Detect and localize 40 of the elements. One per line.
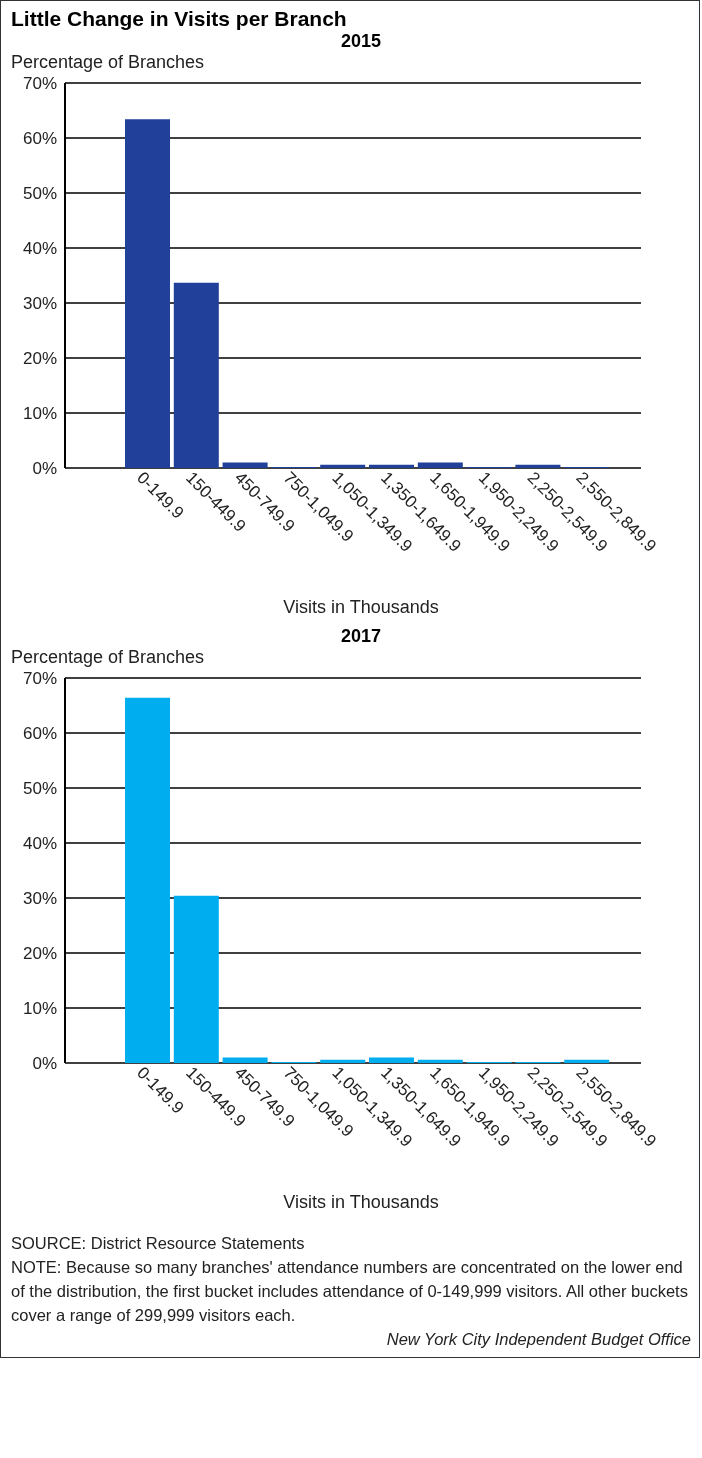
y-tick-label: 40%: [22, 239, 57, 259]
y-tick-label: 50%: [22, 184, 57, 204]
source-note: SOURCE: District Resource Statements: [10, 1233, 306, 1254]
bar: [564, 1059, 610, 1063]
y-tick-label: 10%: [22, 999, 57, 1019]
bar: [417, 462, 463, 468]
y-axis-title: Percentage of Branches: [10, 52, 206, 73]
y-axis-title: Percentage of Branches: [10, 647, 206, 668]
y-tick-label: 60%: [22, 724, 57, 744]
y-tick-label: 60%: [22, 129, 57, 149]
bar: [222, 1057, 268, 1063]
bar: [125, 697, 170, 1063]
bar: [320, 464, 366, 468]
y-tick-label: 70%: [22, 669, 57, 689]
x-axis-title: Visits in Thousands: [282, 1192, 440, 1213]
bar: [222, 462, 268, 468]
y-tick-label: 50%: [22, 779, 57, 799]
bar: [320, 1059, 366, 1063]
bar: [369, 464, 414, 468]
text: NOTE: Because so many branches' attendance numbers are concentrated on the lower end of the distribution, the first bucket includes attendance of 0-149,999 visitors. All other buckets cover a range of 299,999 visitors each.: [10, 1257, 689, 1326]
bar: [417, 1059, 463, 1063]
x-axis-title: Visits in Thousands: [282, 597, 440, 618]
bar: [515, 464, 561, 468]
y-tick-label: 30%: [22, 889, 57, 909]
chart-title: 2017: [339, 626, 382, 647]
y-tick-label: 30%: [22, 294, 57, 314]
bar: [173, 282, 219, 468]
bar: [125, 119, 170, 468]
y-tick-label: 0%: [32, 1054, 57, 1074]
y-tick-label: 0%: [32, 459, 57, 479]
y-tick-label: 40%: [22, 834, 57, 854]
chart-title: Little Change in Visits per Branch: [10, 6, 348, 31]
text: New York City Independent Budget Office: [385, 1329, 692, 1350]
y-tick-label: 70%: [22, 74, 57, 94]
bar: [369, 1057, 414, 1063]
bar: [173, 895, 219, 1063]
y-tick-label: 20%: [22, 349, 57, 369]
chart-subtitle: 2015: [339, 31, 382, 52]
y-tick-label: 20%: [22, 944, 57, 964]
y-tick-label: 10%: [22, 404, 57, 424]
